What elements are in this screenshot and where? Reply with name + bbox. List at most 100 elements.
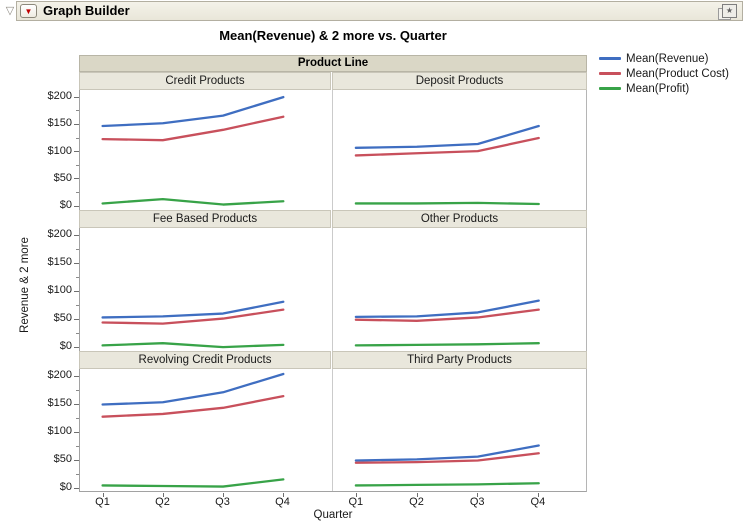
plot-row (79, 90, 587, 210)
x-axis-title[interactable]: Quarter (313, 509, 353, 521)
red-triangle-menu-button[interactable]: ▼ (20, 4, 37, 18)
series-line-mean-product-cost[interactable] (103, 310, 284, 324)
y-major-tick (74, 487, 79, 489)
y-tick-label: $0 (59, 199, 72, 212)
x-tick-label: Q4 (530, 496, 546, 508)
x-tick (282, 493, 284, 497)
series-line-mean-revenue[interactable] (103, 97, 284, 126)
y-minor-tick (76, 137, 79, 139)
legend-item-mean-profit[interactable]: Mean(Profit) (599, 81, 729, 96)
panel-header-credit-products: Credit Products (79, 72, 331, 90)
x-tick (162, 493, 164, 497)
y-tick-label: $50 (53, 312, 72, 325)
x-tick-label: Q3 (469, 496, 485, 508)
series-line-mean-revenue[interactable] (103, 302, 284, 318)
legend-item-mean-product-cost[interactable]: Mean(Product Cost) (599, 66, 729, 81)
panel-header-third-party-products: Third Party Products (332, 351, 587, 369)
panel-plot-fee-based-products[interactable] (80, 228, 331, 351)
plot-row (79, 228, 587, 351)
series-line-mean-product-cost[interactable] (356, 310, 539, 321)
y-major-tick (74, 459, 79, 461)
star-icon: ★ (722, 4, 737, 18)
panel-plot-credit-products[interactable] (80, 90, 331, 210)
y-tick-label: $100 (47, 425, 72, 438)
y-tick-label: $100 (47, 144, 72, 157)
y-major-tick (74, 375, 79, 377)
y-tick-label: $50 (53, 171, 72, 184)
series-line-mean-product-cost[interactable] (103, 117, 284, 140)
x-tick-label: Q1 (348, 496, 364, 508)
x-tick-label: Q2 (155, 496, 170, 508)
disclosure-triangle-icon[interactable]: ▽ (5, 5, 15, 17)
y-minor-tick (76, 332, 79, 334)
y-major-tick (74, 431, 79, 433)
y-major-tick (74, 262, 79, 264)
y-tick-label: $200 (47, 90, 72, 102)
legend-swatch (599, 72, 621, 75)
legend-label: Mean(Product Cost) (626, 67, 729, 80)
x-tick (416, 493, 418, 497)
series-line-mean-profit[interactable] (356, 343, 539, 345)
window-title: Graph Builder (43, 3, 130, 18)
y-tick-label: $150 (47, 117, 72, 130)
y-tick-label: $0 (59, 481, 72, 493)
x-tick (537, 493, 539, 497)
x-tick-label: Q4 (275, 496, 290, 508)
x-tick-label: Q1 (95, 496, 110, 508)
y-minor-tick (76, 473, 79, 475)
series-line-mean-profit[interactable] (103, 343, 284, 347)
y-major-tick (74, 403, 79, 405)
y-major-tick (74, 205, 79, 207)
y-tick-label: $200 (47, 228, 72, 241)
y-minor-tick (76, 164, 79, 166)
y-major-tick (74, 318, 79, 320)
series-line-mean-revenue[interactable] (356, 126, 539, 148)
panel-plot-third-party-products[interactable] (333, 369, 587, 491)
panel-plot-deposit-products[interactable] (333, 90, 587, 210)
y-tick-label: $150 (47, 397, 72, 410)
y-minor-tick (76, 417, 79, 419)
legend-swatch (599, 57, 621, 60)
legend-item-mean-revenue[interactable]: Mean(Revenue) (599, 51, 729, 66)
panel-header-other-products: Other Products (332, 210, 587, 228)
y-minor-tick (76, 304, 79, 306)
legend-swatch (599, 87, 621, 90)
series-line-mean-product-cost[interactable] (356, 453, 539, 462)
y-minor-tick (76, 192, 79, 193)
y-major-tick (74, 178, 79, 180)
x-tick (222, 493, 224, 497)
panel-plot-other-products[interactable] (333, 228, 587, 351)
y-minor-tick (76, 110, 79, 112)
series-line-mean-profit[interactable] (103, 479, 284, 486)
y-tick-label: $50 (53, 453, 72, 466)
y-major-tick (74, 151, 79, 153)
outline-title-bar: ▼ Graph Builder ★ (16, 1, 743, 21)
y-major-tick (74, 123, 79, 125)
facet-group-header: Product Line (79, 55, 587, 72)
legend: Mean(Revenue) Mean(Product Cost) Mean(Prof… (599, 51, 729, 96)
series-line-mean-revenue[interactable] (356, 301, 539, 317)
panel-plot-revolving-credit-products[interactable] (80, 369, 331, 491)
series-line-mean-revenue[interactable] (103, 374, 284, 405)
layered-star-icon[interactable]: ★ (717, 4, 737, 20)
chart-title: Mean(Revenue) & 2 more vs. Quarter (219, 28, 447, 43)
x-tick (102, 493, 104, 497)
series-line-mean-revenue[interactable] (356, 446, 539, 461)
y-minor-tick (76, 248, 79, 250)
series-line-mean-profit[interactable] (356, 483, 539, 485)
legend-label: Mean(Profit) (626, 82, 690, 95)
series-line-mean-product-cost[interactable] (356, 138, 539, 155)
panel-header-fee-based-products: Fee Based Products (79, 210, 331, 228)
y-major-tick (74, 234, 79, 236)
y-tick-label: $0 (59, 340, 72, 352)
x-tick (355, 493, 357, 497)
y-minor-tick (76, 445, 79, 447)
series-line-mean-product-cost[interactable] (103, 396, 284, 417)
x-tick (477, 493, 479, 497)
y-tick-label: $100 (47, 284, 72, 297)
panel-separator (332, 369, 333, 491)
series-line-mean-profit[interactable] (356, 203, 539, 204)
x-tick-label: Q2 (409, 496, 424, 508)
y-major-tick (74, 96, 79, 98)
series-line-mean-profit[interactable] (103, 199, 284, 204)
